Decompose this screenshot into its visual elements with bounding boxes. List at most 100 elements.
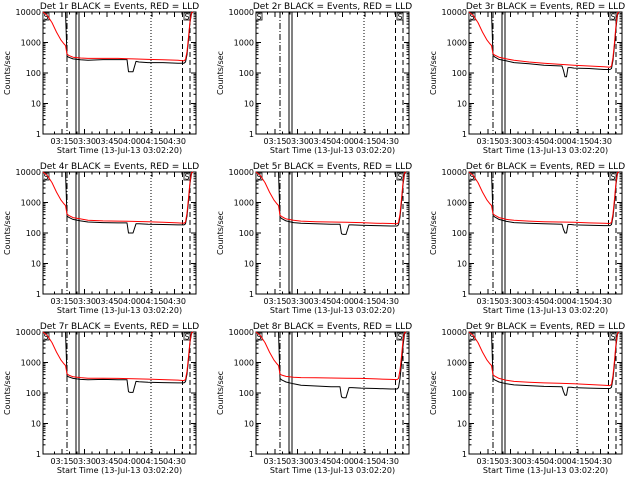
chart-panel: Det 4r BLACK = Events, RED = LLD 1 10 100 10… xyxy=(3,162,199,315)
y-tick-label: 1 xyxy=(36,290,41,299)
y-tick-label: 10000 xyxy=(16,8,41,17)
y-tick-label: 1 xyxy=(249,450,254,459)
marker-box xyxy=(609,172,617,181)
marker-box xyxy=(468,12,476,21)
y-tick-label: 1000 xyxy=(447,39,467,48)
x-tick-label: 03:30 xyxy=(73,457,96,466)
x-axis-label: Start Time (13-Jul-13 03:02:20) xyxy=(270,146,395,155)
x-axis-label: Start Time (13-Jul-13 03:02:20) xyxy=(270,306,395,315)
x-tick-label: 03:30 xyxy=(499,137,522,146)
x-tick-label: 03:45 xyxy=(521,137,544,146)
chart-title: Det 2r BLACK = Events, RED = LLD xyxy=(253,2,412,12)
x-tick-label: 03:45 xyxy=(521,457,544,466)
chart-title: Det 8r BLACK = Events, RED = LLD xyxy=(253,322,412,332)
y-axis-label: Counts/sec xyxy=(3,51,12,95)
events-series-line xyxy=(43,331,194,393)
chart-panel: Det 7r BLACK = Events, RED = LLD 1 10 100 10… xyxy=(3,322,199,475)
chart-title: Det 4r BLACK = Events, RED = LLD xyxy=(40,162,199,172)
lld-series-line xyxy=(468,331,620,387)
x-tick-label: 04:30 xyxy=(163,137,186,146)
x-tick-label: 03:15 xyxy=(50,137,73,146)
marker-label: S xyxy=(256,13,261,22)
events-series-line xyxy=(256,331,407,399)
events-series-line xyxy=(469,11,620,78)
x-tick-label: 03:15 xyxy=(50,297,73,306)
x-axis-label: Start Time (13-Jul-13 03:02:20) xyxy=(57,146,182,155)
x-tick-label: 04:15 xyxy=(140,457,163,466)
x-tick-label: 04:15 xyxy=(566,297,589,306)
y-tick-label: 10 xyxy=(244,100,254,109)
events-series-line xyxy=(256,171,407,235)
lld-series-line xyxy=(255,171,407,225)
marker-label: S xyxy=(610,333,615,342)
marker-box xyxy=(396,332,404,341)
y-tick-label: 10000 xyxy=(442,8,467,17)
x-tick-label: 03:30 xyxy=(499,297,522,306)
x-tick-label: 03:45 xyxy=(308,137,331,146)
y-tick-label: 1000 xyxy=(234,39,254,48)
y-tick-label: 100 xyxy=(239,69,254,78)
marker-box xyxy=(468,172,476,181)
lld-series-line xyxy=(42,331,194,382)
marker-box xyxy=(255,172,263,181)
x-tick-label: 04:30 xyxy=(376,137,399,146)
x-tick-label: 04:30 xyxy=(376,457,399,466)
x-tick-label: 04:30 xyxy=(589,457,612,466)
x-tick-label: 03:45 xyxy=(95,137,118,146)
x-tick-label: 03:30 xyxy=(499,457,522,466)
marker-box xyxy=(183,172,191,181)
marker-label: S xyxy=(469,333,474,342)
lld-series-line xyxy=(468,11,620,68)
marker-label: S xyxy=(184,173,189,182)
y-tick-label: 10000 xyxy=(442,168,467,177)
x-axis-label: Start Time (13-Jul-13 03:02:20) xyxy=(483,146,608,155)
x-tick-label: 03:30 xyxy=(286,137,309,146)
x-tick-label: 04:30 xyxy=(376,297,399,306)
y-tick-label: 1000 xyxy=(447,199,467,208)
y-tick-label: 10000 xyxy=(229,8,254,17)
y-tick-label: 1 xyxy=(462,450,467,459)
x-tick-label: 04:15 xyxy=(566,457,589,466)
marker-box xyxy=(42,12,50,21)
x-tick-label: 04:15 xyxy=(140,297,163,306)
x-tick-label: 04:15 xyxy=(566,137,589,146)
x-tick-label: 04:00 xyxy=(118,297,141,306)
marker-box xyxy=(183,332,191,341)
chart-panel: Det 3r BLACK = Events, RED = LLD 1 10 100 10… xyxy=(429,2,625,155)
x-tick-label: 04:00 xyxy=(544,297,567,306)
lld-series-line xyxy=(255,331,407,381)
y-tick-label: 10000 xyxy=(229,328,254,337)
events-series-line xyxy=(43,11,194,73)
chart-panel: Det 6r BLACK = Events, RED = LLD 1 10 100 10… xyxy=(429,162,625,315)
x-tick-label: 04:30 xyxy=(589,297,612,306)
x-axis-label: Start Time (13-Jul-13 03:02:20) xyxy=(270,466,395,475)
y-tick-label: 100 xyxy=(26,229,41,238)
x-tick-label: 04:00 xyxy=(118,137,141,146)
chart-panel: Det 5r BLACK = Events, RED = LLD 1 10 100 10… xyxy=(216,162,412,315)
y-axis-label: Counts/sec xyxy=(3,371,12,415)
y-axis-label: Counts/sec xyxy=(429,51,438,95)
x-tick-label: 04:15 xyxy=(353,137,376,146)
x-tick-label: 03:45 xyxy=(95,457,118,466)
x-tick-label: 03:15 xyxy=(263,137,286,146)
chart-title: Det 7r BLACK = Events, RED = LLD xyxy=(40,322,199,332)
x-tick-label: 03:45 xyxy=(95,297,118,306)
events-series-line xyxy=(43,171,194,234)
marker-box xyxy=(396,12,404,21)
x-tick-label: 04:00 xyxy=(331,297,354,306)
marker-label: S xyxy=(256,173,261,182)
events-series-line xyxy=(469,171,620,234)
y-axis-label: Counts/sec xyxy=(3,211,12,255)
y-tick-label: 100 xyxy=(239,229,254,238)
y-tick-label: 10 xyxy=(457,260,467,269)
x-tick-label: 04:00 xyxy=(331,457,354,466)
y-axis-label: Counts/sec xyxy=(429,211,438,255)
x-tick-label: 04:00 xyxy=(118,457,141,466)
y-tick-label: 10 xyxy=(31,420,41,429)
y-tick-label: 1000 xyxy=(21,39,41,48)
chart-title: Det 6r BLACK = Events, RED = LLD xyxy=(466,162,625,172)
y-tick-label: 1 xyxy=(36,130,41,139)
marker-label: S xyxy=(469,173,474,182)
y-tick-label: 10000 xyxy=(16,328,41,337)
